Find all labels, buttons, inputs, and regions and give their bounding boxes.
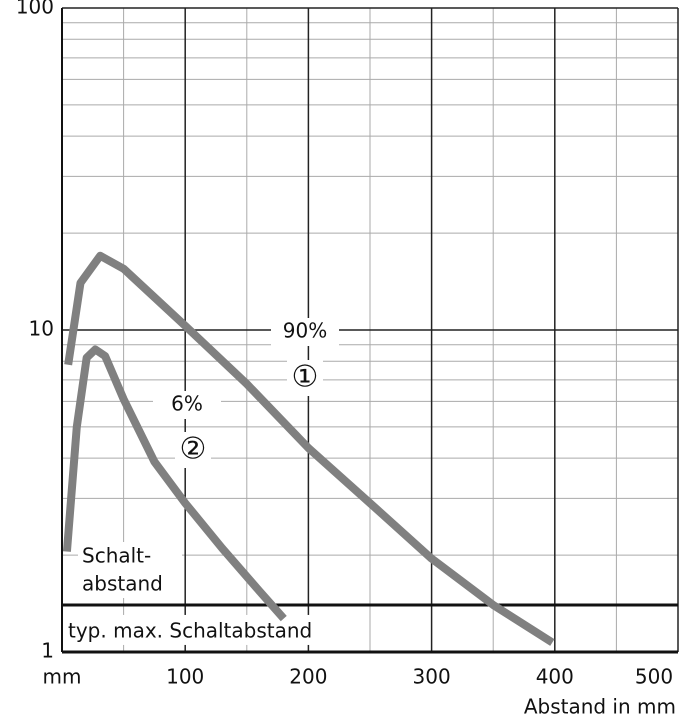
curve xyxy=(64,251,555,646)
label-bg xyxy=(78,570,182,598)
curve-marker-label: ② xyxy=(180,432,207,467)
label-bg xyxy=(153,391,221,419)
y-tick-label: 1 xyxy=(41,639,54,663)
curve-marker-label: ① xyxy=(292,360,319,395)
curve xyxy=(62,345,287,622)
x-tick-label: 400 xyxy=(536,665,574,689)
label-bg xyxy=(78,542,182,570)
threshold-label: typ. max. Schaltabstand xyxy=(68,618,312,642)
x-tick-label: 300 xyxy=(413,665,451,689)
x-tick-label: 100 xyxy=(166,665,204,689)
curve-label: 6% xyxy=(171,392,203,416)
y-tick-label: 100 xyxy=(16,0,54,19)
threshold-side-label: Schalt- xyxy=(82,544,151,568)
label-bg xyxy=(287,360,323,396)
x-unit-label: mm xyxy=(43,665,82,689)
x-tick-label: 500 xyxy=(635,665,673,689)
x-axis-title: Abstand in mm xyxy=(524,695,676,719)
curve-label: 90% xyxy=(283,319,327,343)
y-tick-label: 10 xyxy=(29,317,54,341)
label-bg xyxy=(64,614,360,645)
label-bg xyxy=(271,318,339,346)
x-tick-label: 200 xyxy=(289,665,327,689)
threshold-side-label: abstand xyxy=(82,572,163,596)
label-bg xyxy=(175,432,211,468)
